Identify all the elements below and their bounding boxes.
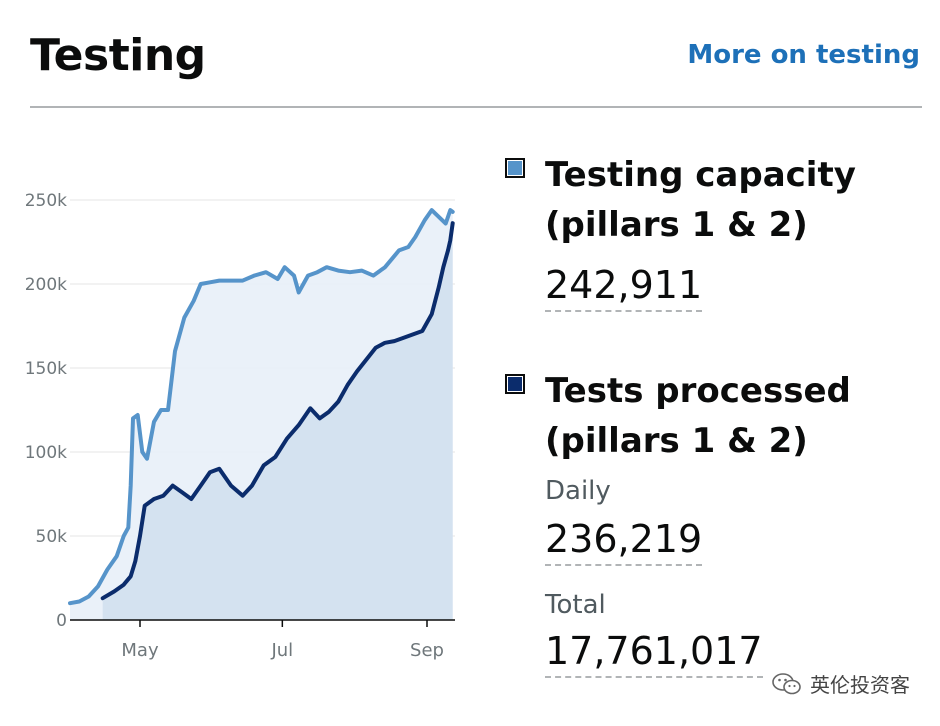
processed-title-line1: Tests processed [545,371,851,411]
axes: 0 50k 100k 150k 200k 250k May Jul Sep [25,191,455,661]
daily-value[interactable]: 236,219 [545,516,703,566]
capacity-title: Testing capacity (pillars 1 & 2) [545,150,925,250]
more-on-testing-link[interactable]: More on testing [687,40,920,70]
area-fills [70,210,453,620]
total-label: Total [545,590,606,620]
y-tick-label: 200k [25,275,67,295]
total-value[interactable]: 17,761,017 [545,628,763,678]
capacity-title-line1: Testing capacity [545,155,856,195]
capacity-title-line2: (pillars 1 & 2) [545,205,808,245]
testing-chart: 0 50k 100k 150k 200k 250k May Jul Sep [25,191,455,661]
watermark-text: 英伦投资客 [810,673,910,697]
processed-line [100,221,455,601]
processed-title: Tests processed (pillars 1 & 2) [545,366,925,466]
y-tick-label: 250k [25,191,67,211]
capacity-line [68,208,455,606]
y-tick-label: 150k [25,359,67,379]
capacity-swatch [505,158,525,178]
daily-label: Daily [545,476,611,506]
capacity-value[interactable]: 242,911 [545,262,703,312]
y-tick-label: 100k [25,443,67,463]
divider [30,106,922,108]
x-tick-label: Sep [410,640,444,661]
x-tick-label: May [121,640,159,661]
processed-title-line2: (pillars 1 & 2) [545,421,808,461]
series-lines [68,208,455,606]
y-tick-label: 50k [36,527,68,547]
wechat-icon [772,672,801,694]
processed-swatch [505,374,525,394]
watermark: 英伦投资客 [772,669,910,698]
y-tick-label: 0 [56,611,67,631]
processed-area [102,223,453,620]
page-title: Testing [30,30,206,81]
x-tick-label: Jul [270,640,293,661]
